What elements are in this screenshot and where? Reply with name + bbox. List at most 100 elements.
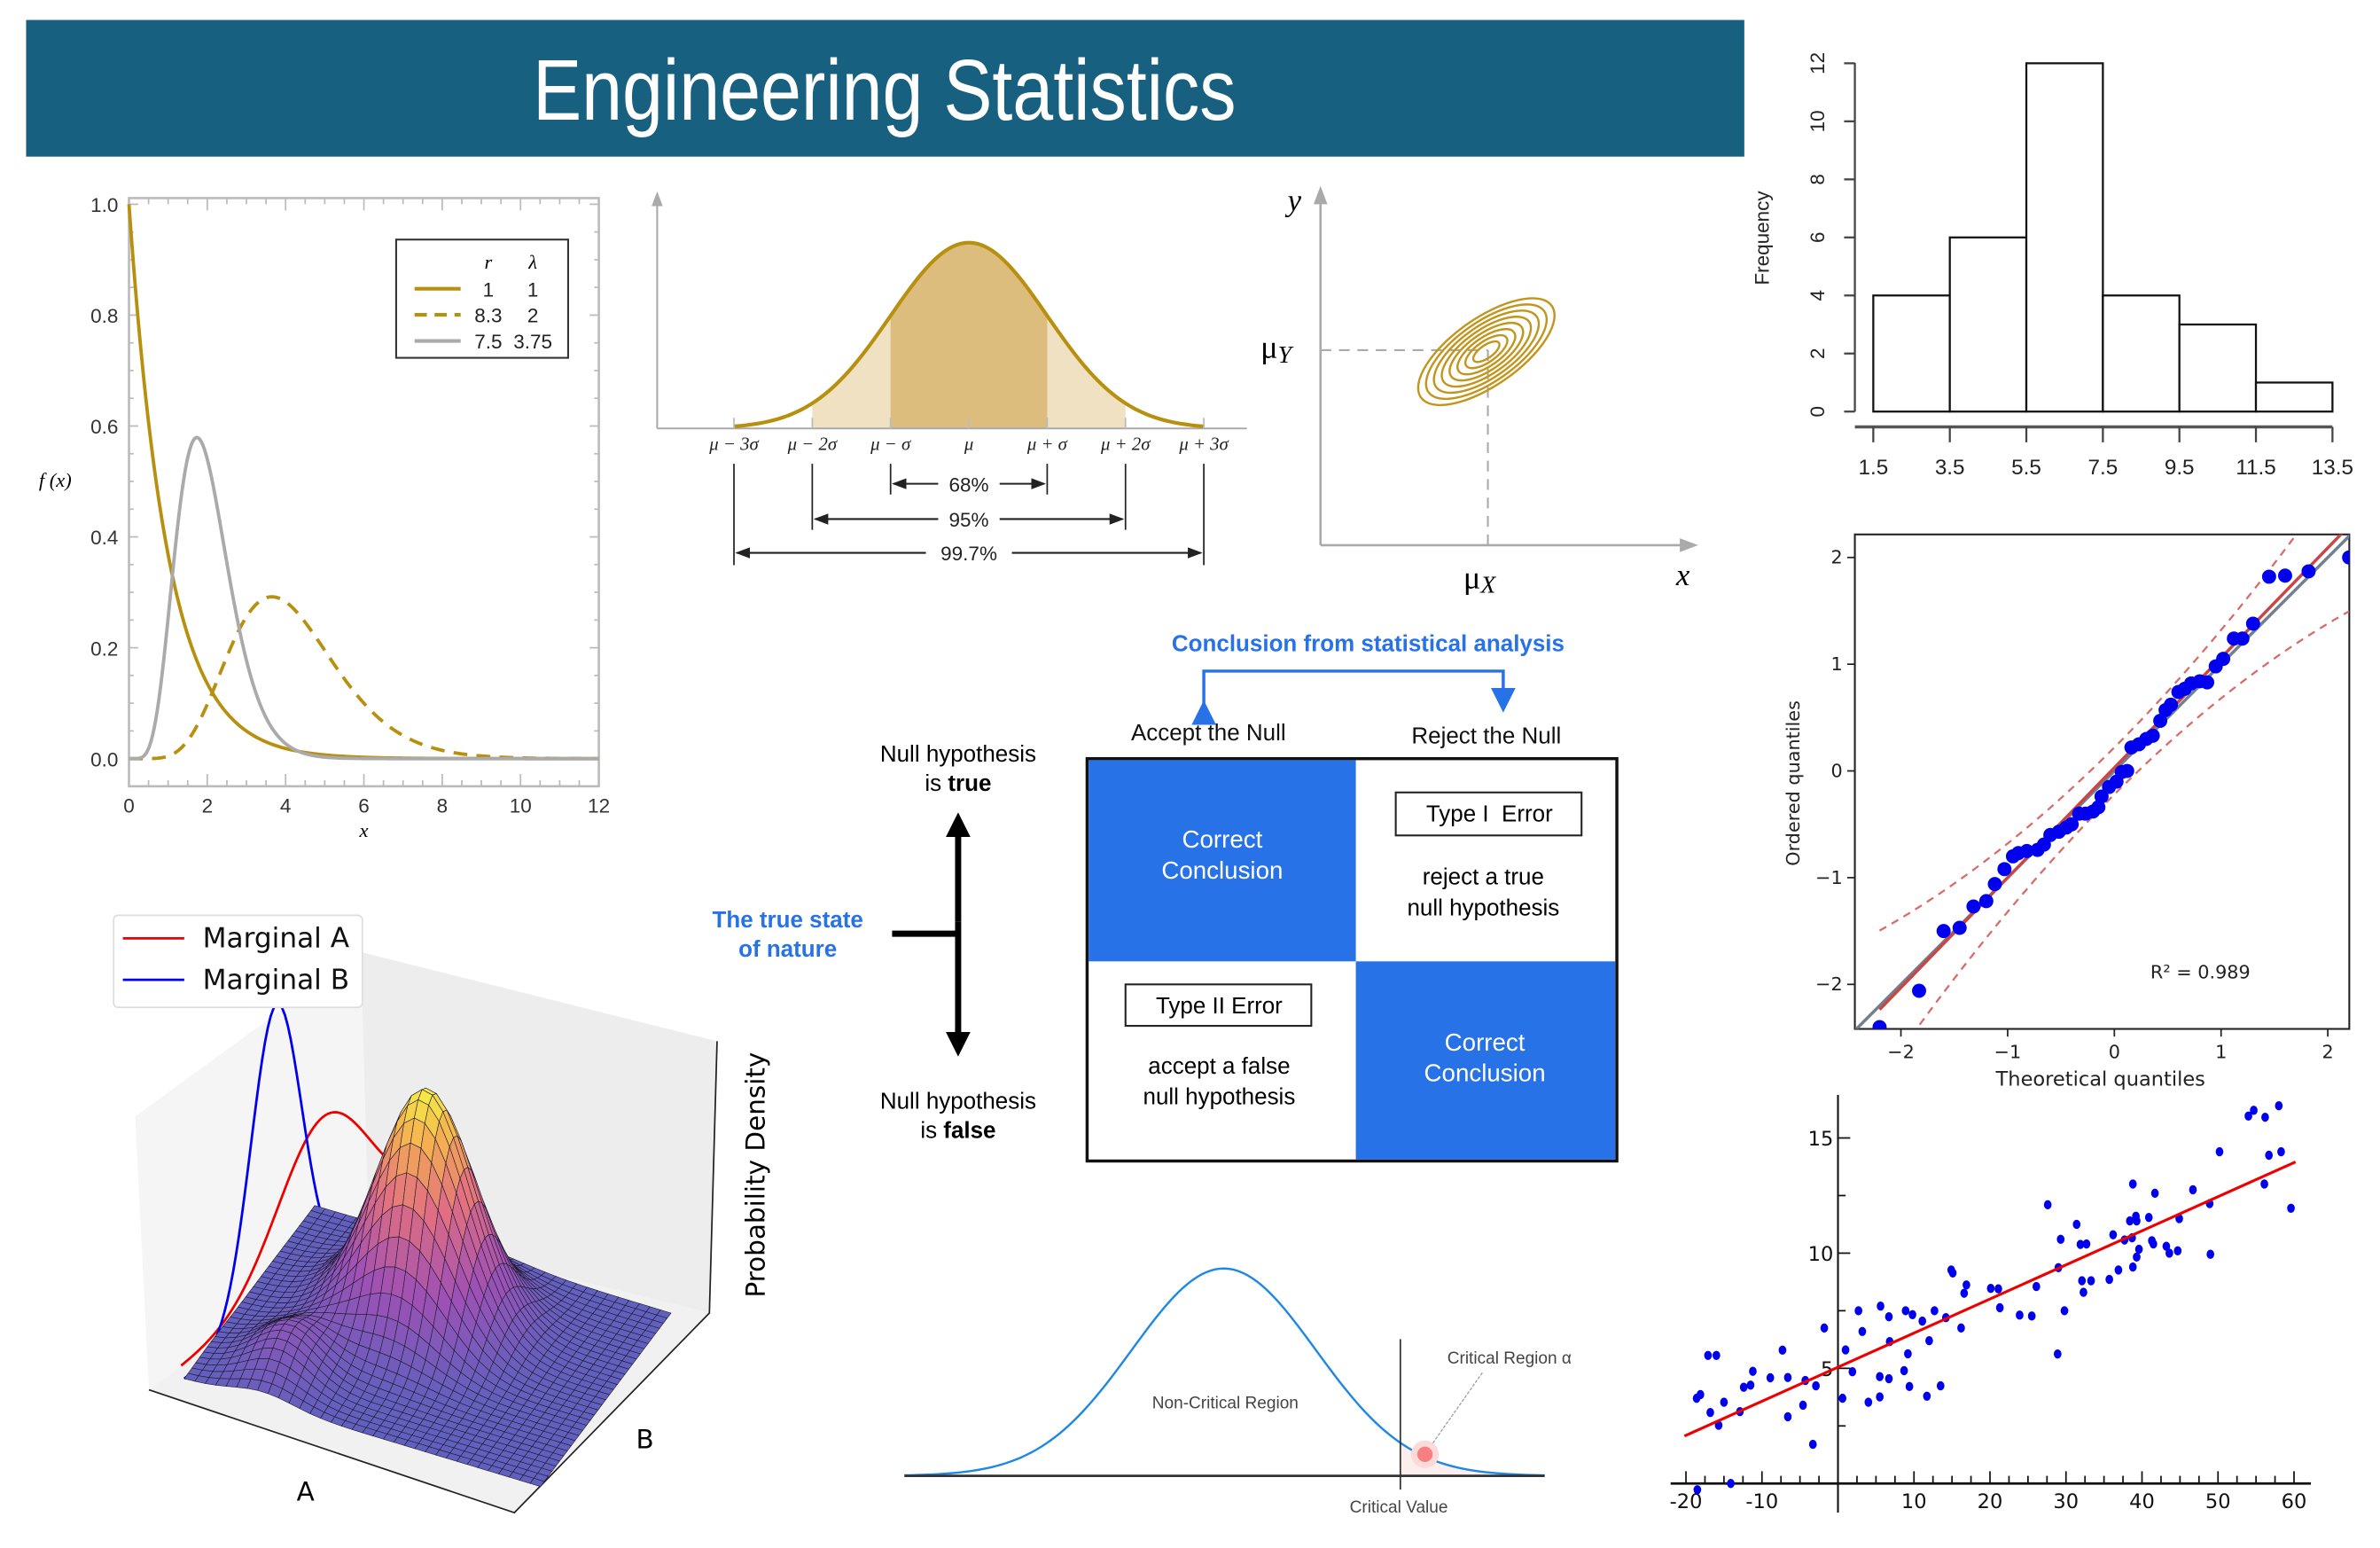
y-axis-label: y <box>1285 184 1302 217</box>
y-tick-label: −2 <box>1815 973 1843 995</box>
data-point <box>1978 894 1994 909</box>
data-point <box>2082 1239 2091 1249</box>
data-point <box>2128 1179 2137 1189</box>
type2-desc-line1: accept a false <box>1148 1052 1290 1079</box>
row-true-prefix: is <box>925 770 948 796</box>
type1-desc-line2: null hypothesis <box>1407 894 1559 920</box>
hypothesis-error-diagram: Conclusion from statistical analysis Acc… <box>713 629 1619 1163</box>
data-point <box>1918 1316 1927 1326</box>
histogram-bar <box>2254 381 2334 413</box>
sigma-tick-label: μ − σ <box>870 434 911 455</box>
y-tick-label: 2 <box>1830 547 1842 568</box>
x-tick-label: 30 <box>2053 1490 2079 1513</box>
data-point <box>2216 652 2231 667</box>
data-point <box>2200 675 2215 690</box>
data-point <box>1925 1335 1933 1346</box>
data-point <box>1704 1350 1713 1360</box>
data-point <box>1858 1326 1867 1336</box>
data-point <box>1904 1349 1912 1359</box>
y-tick-label: 12 <box>1806 52 1829 74</box>
legend-lambda-value: 1 <box>527 278 539 301</box>
data-point <box>1696 1389 1705 1400</box>
density-axis-label: Probability Density <box>741 1052 771 1298</box>
correct-conclusion-2-line1: Correct <box>1445 1028 1526 1056</box>
data-point <box>2215 1146 2224 1157</box>
x-tick-label: 13.5 <box>2312 456 2353 480</box>
legend-r-value: 7.5 <box>474 331 502 353</box>
data-point <box>2287 1203 2295 1213</box>
non-critical-label: Non-Critical Region <box>1152 1394 1299 1412</box>
y-tick-label: 1 <box>1830 653 1842 675</box>
x-mean-subscript: X <box>1479 571 1496 598</box>
x-tick-label: 4 <box>280 794 292 817</box>
data-point <box>2150 1239 2158 1249</box>
data-point <box>2261 1112 2269 1122</box>
data-point <box>2043 1200 2052 1210</box>
sigma-tick-label: μ + 3σ <box>1178 434 1229 455</box>
bracket-arrows <box>1191 669 1516 725</box>
data-point <box>2105 1274 2113 1285</box>
data-point <box>2301 564 2316 579</box>
data-point <box>2114 1265 2123 1275</box>
contour-ring <box>1456 327 1517 376</box>
surface-mesh <box>183 1087 672 1488</box>
data-point <box>1997 862 2012 877</box>
data-point <box>2206 1249 2215 1259</box>
x-tick-label: 6 <box>358 794 370 817</box>
y-tick-label: 0 <box>1806 406 1829 418</box>
data-point <box>2091 800 2106 815</box>
series-line <box>129 595 599 761</box>
data-point <box>1948 1268 1957 1278</box>
data-point <box>1838 1393 1846 1403</box>
legend-lambda-value: 2 <box>527 305 539 327</box>
data-point <box>1783 1372 1792 1382</box>
data-point <box>2245 616 2260 631</box>
critical-value-label: Critical Value <box>1350 1498 1448 1517</box>
row-false-label-line2: is false <box>920 1117 995 1144</box>
legend: Marginal A Marginal B <box>113 914 363 1009</box>
data-point <box>2275 1100 2283 1111</box>
row-true-label-line2: is true <box>925 770 991 796</box>
data-point <box>1727 1479 1735 1489</box>
data-point <box>1766 1372 1775 1383</box>
contour-ring <box>1424 303 1549 401</box>
legend-box <box>394 238 569 359</box>
data-point <box>1912 983 1926 998</box>
x-tick-label: 12 <box>588 794 610 817</box>
data-point <box>1778 1345 1787 1356</box>
header-banner: Engineering Statistics <box>26 20 1744 157</box>
column-reject-label: Reject the Null <box>1411 722 1561 748</box>
data-point <box>2119 763 2134 778</box>
data-point <box>2150 1188 2159 1199</box>
y-tick-label: 2 <box>1806 348 1829 359</box>
x-tick-label: 11.5 <box>2236 456 2275 480</box>
x-tick-label: 50 <box>2205 1490 2231 1513</box>
x-tick-label: -10 <box>1745 1490 1778 1513</box>
x-tick-label: 10 <box>1901 1490 1927 1513</box>
data-point <box>1808 1439 1817 1450</box>
legend: r λ 1 1 8.3 2 7.5 3.75 <box>394 238 569 359</box>
y-mean-subscript: Y <box>1278 340 1294 368</box>
callout-line <box>1424 1371 1484 1455</box>
data-point <box>1987 877 2002 892</box>
interval-label: 99.7% <box>940 543 997 565</box>
data-point <box>2134 1244 2143 1255</box>
x-tick-label: 8 <box>437 794 449 817</box>
critical-region-label: Critical Region α <box>1448 1349 1572 1368</box>
data-point <box>1693 1485 1702 1495</box>
contour-ring <box>1432 309 1541 395</box>
data-point <box>2133 1252 2141 1263</box>
y-tick-label: 4 <box>1806 290 1829 301</box>
data-point <box>1952 920 1967 935</box>
data-point <box>2064 817 2080 832</box>
data-point <box>2144 1212 2153 1223</box>
x-tick-label: −2 <box>1887 1041 1915 1062</box>
data-point <box>1957 1323 1965 1333</box>
histogram-bar <box>1872 294 1951 413</box>
y-tick-label: 0.2 <box>90 637 118 660</box>
data-point <box>2109 1230 2118 1239</box>
legend-label: Marginal A <box>203 923 350 955</box>
data-point <box>1936 1380 1945 1391</box>
